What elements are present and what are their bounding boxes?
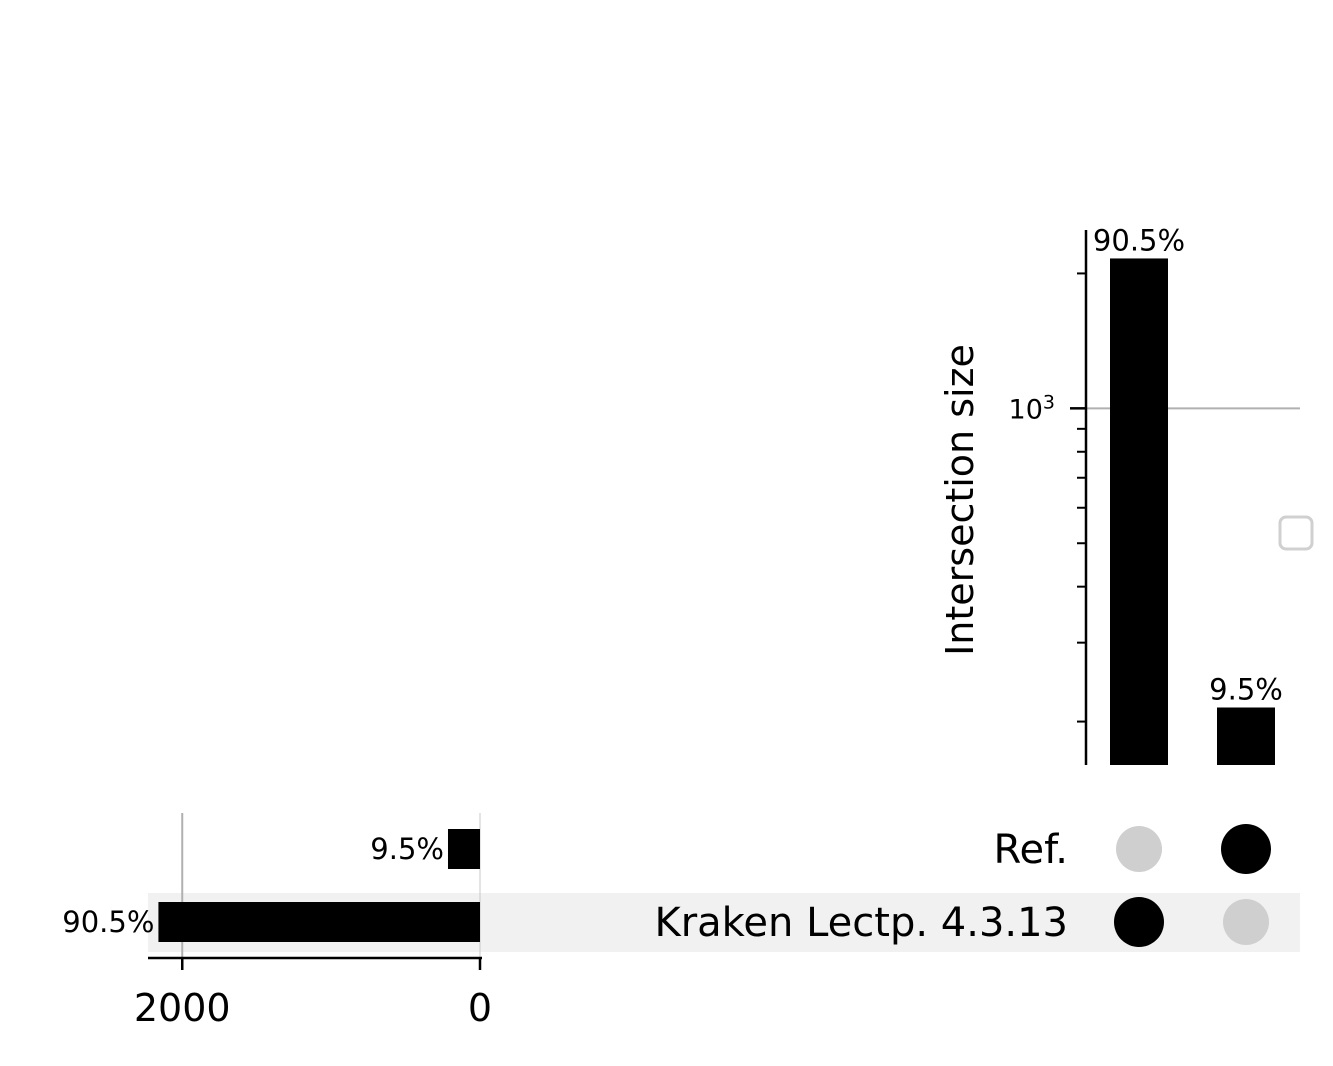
set-labels: Ref. Kraken Lectp. 4.3.13 [654,827,1068,946]
matrix-dots [1114,824,1271,947]
intersection-y-ticks [1070,272,1086,723]
intersection-bar [1110,258,1168,765]
intersection-bar-label: 90.5% [1093,223,1185,257]
set-size-bar [447,829,480,869]
set-size-chart: 9.5% 90.5% 2000 0 [62,813,492,1030]
intersection-y-axis-label: Intersection size [938,344,982,656]
intersection-size-chart: 103 Intersection size 90.5% 9.5% [938,223,1300,765]
set-size-x-tick-label: 0 [468,986,492,1030]
set-label: Ref. [994,827,1069,873]
intersection-bar-labels: 90.5% 9.5% [1093,223,1283,706]
set-size-x-ticks: 2000 0 [134,958,492,1030]
set-label: Kraken Lectp. 4.3.13 [654,900,1068,946]
intersection-y-tick-label: 103 [1009,391,1055,425]
set-size-x-tick-label: 2000 [134,986,231,1030]
matrix-dot-inactive [1223,899,1269,945]
matrix-dot-active [1114,897,1164,947]
set-size-bars [158,829,481,942]
matrix-dot-inactive [1116,826,1162,872]
intersection-matrix: Ref. Kraken Lectp. 4.3.13 [654,824,1271,947]
set-size-bar-label: 90.5% [62,905,154,939]
legend-box [1278,515,1314,551]
intersection-bars [1110,258,1275,765]
set-size-bar-label: 9.5% [370,832,444,866]
set-size-bar-labels: 9.5% 90.5% [62,832,444,939]
set-size-bar [158,902,481,942]
intersection-bar [1217,707,1275,765]
matrix-dot-active [1221,824,1271,874]
intersection-bar-label: 9.5% [1209,672,1283,706]
